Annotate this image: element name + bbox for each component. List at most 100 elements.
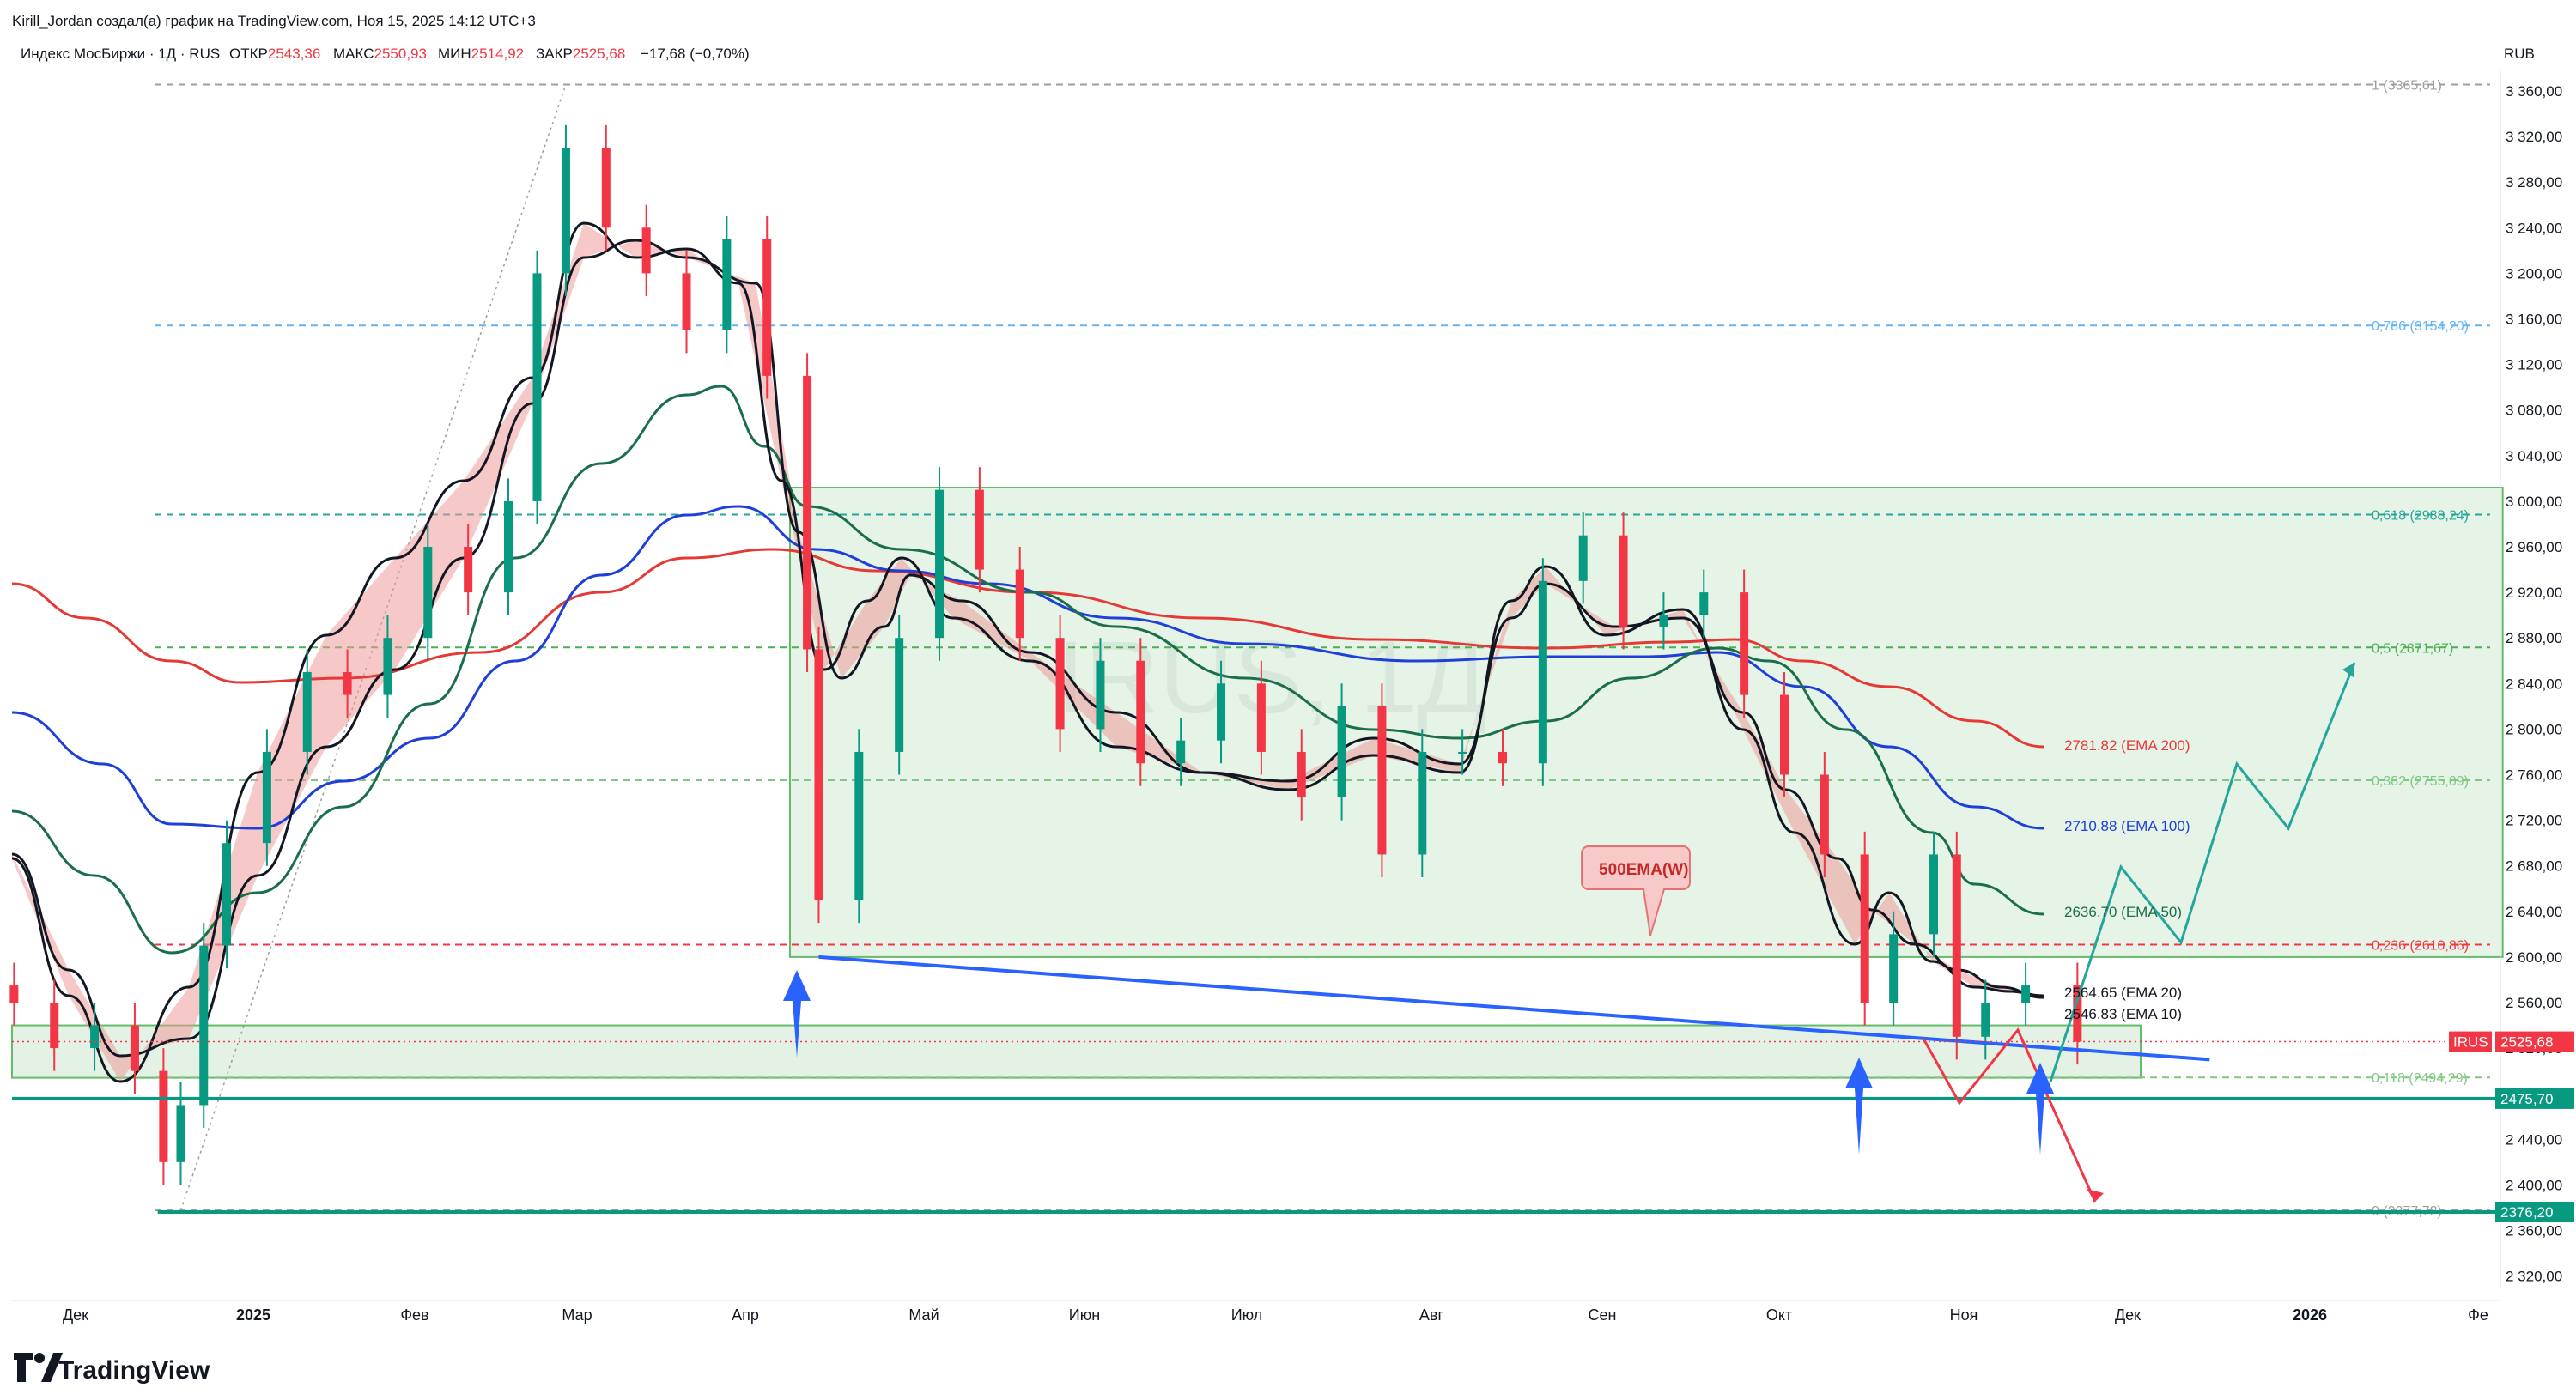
forecast-down-arrowhead — [2087, 1189, 2104, 1202]
price-tick: 3 000,00 — [2506, 494, 2562, 510]
candle-body[interactable] — [1055, 638, 1065, 730]
candle-body[interactable] — [199, 945, 209, 1106]
drawings-layer[interactable] — [12, 662, 2499, 1214]
price-tick: 2 880,00 — [2506, 630, 2562, 646]
candle-body[interactable] — [1659, 615, 1668, 627]
candle-body[interactable] — [641, 227, 651, 274]
candle-body[interactable] — [464, 547, 473, 593]
candle-body[interactable] — [1377, 706, 1387, 855]
candle-body[interactable] — [803, 375, 812, 650]
time-tick: Май — [908, 1306, 939, 1324]
price-tick: 2 640,00 — [2506, 904, 2562, 920]
candle-body[interactable] — [1176, 740, 1186, 764]
candle-body[interactable] — [895, 638, 904, 752]
price-tick: 2 360,00 — [2506, 1223, 2562, 1239]
forecast-down-path[interactable] — [1922, 1027, 2097, 1203]
candle-body[interactable] — [90, 1025, 100, 1049]
candle-body[interactable] — [176, 1105, 185, 1162]
tradingview-logo[interactable]: TradingView — [14, 1353, 210, 1385]
candle-body[interactable] — [1297, 751, 1306, 798]
candle-body[interactable] — [1820, 774, 1829, 855]
candle-body[interactable] — [262, 751, 271, 844]
callout-500ema[interactable]: 500EMA(W) — [1581, 845, 1691, 936]
candle-body[interactable] — [532, 273, 542, 501]
candle-body[interactable] — [1337, 706, 1346, 798]
ema-value-label: 2636.70 (EMA 50) — [2064, 904, 2182, 920]
price-tick: 3 080,00 — [2506, 403, 2562, 419]
forecast-up-path[interactable] — [2049, 662, 2356, 1082]
price-tick: 2 920,00 — [2506, 585, 2562, 601]
fib-level-label: 0,382 (2755,09) — [2372, 774, 2469, 789]
candle-body[interactable] — [2021, 985, 2031, 1003]
candle-body[interactable] — [762, 239, 772, 376]
price-tag — [2495, 1031, 2574, 1052]
candle-body[interactable] — [343, 672, 352, 695]
candle-body[interactable] — [1015, 569, 1024, 639]
candle-body[interactable] — [1458, 751, 1467, 754]
candle-body[interactable] — [1981, 1003, 1990, 1037]
candle-body[interactable] — [682, 273, 691, 330]
support-zone[interactable] — [11, 1024, 2142, 1079]
candle-body[interactable] — [1699, 592, 1709, 615]
candle-body[interactable] — [504, 500, 513, 593]
candle-body[interactable] — [935, 489, 945, 639]
candle-body[interactable] — [561, 148, 570, 274]
ema-100-line — [11, 505, 2044, 830]
candle-body[interactable] — [423, 547, 433, 639]
candle-body[interactable] — [1952, 854, 1961, 1037]
price-tick: 2 560,00 — [2506, 995, 2562, 1011]
ema-value-label: 2546.83 (EMA 10) — [2064, 1006, 2182, 1022]
candle-body[interactable] — [9, 985, 19, 1003]
up-arrow[interactable] — [783, 970, 811, 1058]
fib-level-label: 0,618 (2988,24) — [2372, 509, 2469, 524]
candle-body[interactable] — [1860, 854, 1869, 1003]
time-tick: 2025 — [236, 1306, 270, 1324]
time-axis[interactable]: Дек 2025 Фев Мар Апр Май Июн Июл Авг Сен Окт Ноя Дек… — [12, 1300, 2499, 1324]
trendline[interactable] — [818, 955, 2210, 1062]
candle-body[interactable] — [1779, 694, 1789, 775]
ema-10-line — [11, 221, 2044, 1083]
symbol-name[interactable]: Индекс МосБиржи · 1Д · RUS — [21, 45, 220, 62]
candle-body[interactable] — [1418, 751, 1427, 855]
high-value: 2550,93 — [374, 45, 427, 62]
candle-body[interactable] — [722, 239, 732, 330]
candle-body[interactable] — [1740, 592, 1749, 695]
candle-body[interactable] — [601, 148, 611, 228]
svg-text:МАКС2550,93: МАКС2550,93 — [333, 45, 427, 62]
candle-body[interactable] — [814, 649, 823, 900]
candle-body[interactable] — [1256, 683, 1266, 752]
candle-body[interactable] — [1538, 580, 1547, 764]
price-tick: 2 800,00 — [2506, 721, 2562, 737]
up-arrow[interactable] — [2026, 1063, 2054, 1155]
candle-body[interactable] — [159, 1070, 168, 1162]
candle-body[interactable] — [1498, 751, 1507, 764]
candle-body[interactable] — [1136, 660, 1145, 764]
candle-body[interactable] — [130, 1025, 139, 1071]
candle-body[interactable] — [1619, 535, 1628, 627]
candle-body[interactable] — [975, 489, 984, 570]
candle-body[interactable] — [1217, 683, 1226, 741]
time-tick: Дек — [2115, 1306, 2141, 1324]
price-axis[interactable]: 3 360,00 3 320,00 3 280,00 3 240,00 3 200,00… — [2500, 69, 2562, 1288]
candle-body[interactable] — [2073, 985, 2082, 1042]
ema-value-label: 2710.88 (EMA 100) — [2064, 818, 2190, 834]
price-tags-layer: IRUS 2525,68 2475,70 2376,20 — [2449, 1031, 2574, 1222]
candles-layer[interactable] — [9, 124, 2082, 1185]
price-tick: 3 200,00 — [2506, 265, 2562, 282]
price-tag-text: 2475,70 — [2500, 1091, 2553, 1107]
candle-body[interactable] — [383, 638, 392, 695]
candle-body[interactable] — [302, 672, 312, 752]
fib-level-label: 0,236 (2610,86) — [2372, 938, 2469, 953]
time-tick: Фе — [2468, 1306, 2488, 1324]
candle-body[interactable] — [1929, 854, 1939, 935]
candle-body[interactable] — [50, 1003, 59, 1049]
candle-body[interactable] — [222, 843, 232, 946]
up-arrow[interactable] — [1845, 1058, 1873, 1155]
author-line: Kirill_Jordan создал(а) график на Tradin… — [12, 13, 536, 29]
candle-body[interactable] — [854, 751, 864, 900]
candle-body[interactable] — [1889, 934, 1899, 1003]
candle-body[interactable] — [1096, 660, 1105, 730]
price-tick: 3 120,00 — [2506, 357, 2562, 373]
candle-body[interactable] — [1578, 535, 1588, 581]
